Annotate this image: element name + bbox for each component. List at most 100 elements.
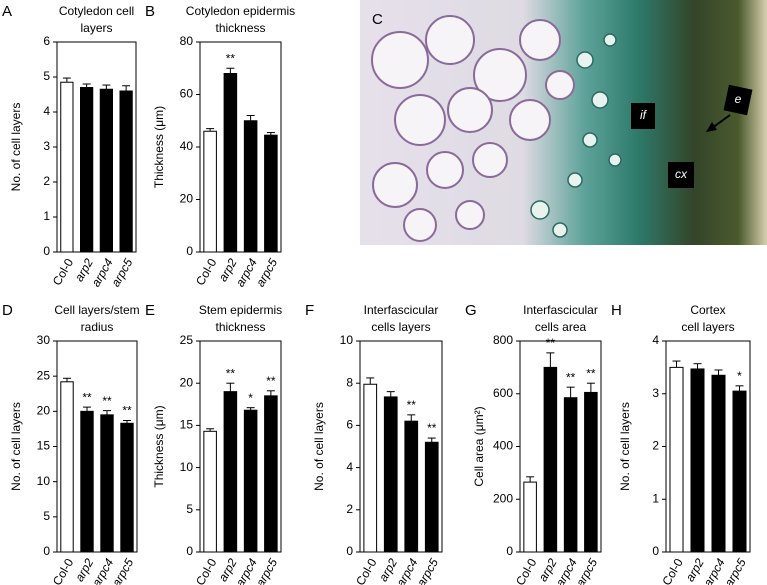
y-tick-label: 2 — [346, 502, 353, 516]
y-tick-label: 5 — [186, 502, 193, 516]
bar — [203, 430, 217, 553]
x-tick-label: Col-0 — [50, 256, 77, 288]
y-tick-label: 1 — [43, 209, 50, 223]
y-tick-label: 60 — [180, 87, 194, 101]
bar — [80, 87, 94, 253]
bar — [563, 397, 578, 553]
y-tick-label: 4 — [43, 104, 50, 118]
x-tick-label: Col-0 — [513, 556, 540, 585]
y-tick-label: 25 — [180, 333, 194, 347]
chart-title: cells area — [535, 320, 587, 334]
x-tick-label: arpc5 — [722, 556, 749, 585]
plot-frame — [665, 340, 751, 553]
chart-title: radius — [81, 320, 114, 334]
bar — [523, 481, 537, 553]
y-tick-label: 0 — [186, 544, 193, 558]
y-tick-label: 800 — [493, 333, 513, 347]
y-tick-label: 3 — [652, 386, 659, 400]
bar — [264, 134, 278, 253]
bar — [543, 366, 558, 553]
y-axis-label: No. of cell layers — [9, 103, 23, 192]
y-tick-label: 80 — [180, 34, 194, 48]
x-tick-label: Col-0 — [353, 556, 380, 585]
y-tick-label: 0 — [43, 544, 50, 558]
y-tick-label: 0 — [186, 244, 193, 258]
chart-title: Cotyledon epidermis — [186, 4, 295, 18]
bar — [119, 90, 133, 253]
y-tick-label: 0 — [43, 244, 50, 258]
x-tick-label: arpc5 — [414, 556, 441, 585]
y-tick-label: 6 — [346, 418, 353, 432]
chart-title: Interfascicular — [364, 303, 439, 317]
y-axis-label: Thickness (μm) — [152, 405, 166, 487]
panel-letter: E — [145, 302, 155, 319]
y-tick-label: 0 — [652, 544, 659, 558]
y-tick-label: 25 — [37, 368, 51, 382]
significance: ** — [226, 51, 236, 65]
y-tick-label: 10 — [340, 333, 354, 347]
y-tick-label: 20 — [180, 192, 194, 206]
bar — [60, 381, 74, 553]
y-tick-label: 15 — [180, 418, 194, 432]
bar — [100, 414, 114, 553]
bar — [711, 374, 726, 553]
y-tick-label: 20 — [180, 375, 194, 389]
significance: * — [248, 391, 253, 405]
y-tick-label: 5 — [43, 69, 50, 83]
significance: ** — [586, 366, 596, 380]
chart-title: Interfascicular — [523, 303, 598, 317]
chart-title: Cortex — [690, 303, 725, 317]
plot-frame — [56, 340, 138, 553]
significance: ** — [427, 421, 437, 435]
x-tick-label: Col-0 — [659, 556, 686, 585]
significance: ** — [566, 370, 576, 384]
chart-title: Cell layers/stem — [54, 303, 139, 317]
bar — [223, 391, 238, 553]
y-axis-label: Thickness (μm) — [152, 106, 166, 188]
bar — [584, 391, 598, 553]
significance: ** — [407, 398, 417, 412]
y-axis-label: Cell area (μm²) — [472, 406, 486, 486]
significance: ** — [226, 366, 236, 380]
panel-letter: F — [305, 302, 314, 319]
bar — [120, 422, 134, 553]
panel-letter: D — [2, 302, 13, 319]
bar — [363, 383, 378, 553]
y-tick-label: 600 — [493, 386, 513, 400]
y-axis-label: No. of cell layers — [9, 402, 23, 491]
chart-title: cells layers — [371, 320, 430, 334]
y-axis-label: No. of cell layers — [618, 402, 632, 491]
x-tick-label: arpc5 — [109, 556, 136, 585]
panel-letter: A — [2, 3, 12, 20]
y-tick-label: 30 — [37, 333, 51, 347]
image-label: if — [640, 108, 648, 122]
plot-frame — [519, 340, 602, 553]
bar — [264, 395, 278, 553]
y-tick-label: 15 — [37, 439, 51, 453]
y-tick-label: 400 — [493, 439, 513, 453]
plot-frame — [359, 340, 443, 553]
x-tick-label: arpc5 — [253, 556, 280, 585]
chart-title: thickness — [215, 320, 265, 334]
bar — [383, 396, 398, 553]
bar — [243, 120, 258, 253]
x-tick-label: Col-0 — [50, 556, 77, 585]
plot-frame — [56, 41, 137, 253]
chart-title: cell layers — [681, 320, 734, 334]
significance: ** — [266, 374, 276, 388]
image-label: e — [735, 92, 742, 106]
plot-frame — [199, 340, 282, 553]
chart-title: layers — [80, 21, 112, 35]
bar — [203, 130, 217, 253]
chart-title: Cotyledon cell — [59, 4, 134, 18]
y-tick-label: 10 — [180, 460, 194, 474]
chart-title: Stem epidermis — [199, 303, 282, 317]
bar — [424, 441, 439, 553]
y-tick-label: 6 — [43, 34, 50, 48]
x-tick-label: arpc5 — [573, 556, 600, 585]
bar — [732, 390, 747, 553]
panel-letter: C — [372, 11, 383, 28]
y-tick-label: 20 — [37, 404, 51, 418]
bar — [223, 73, 238, 253]
